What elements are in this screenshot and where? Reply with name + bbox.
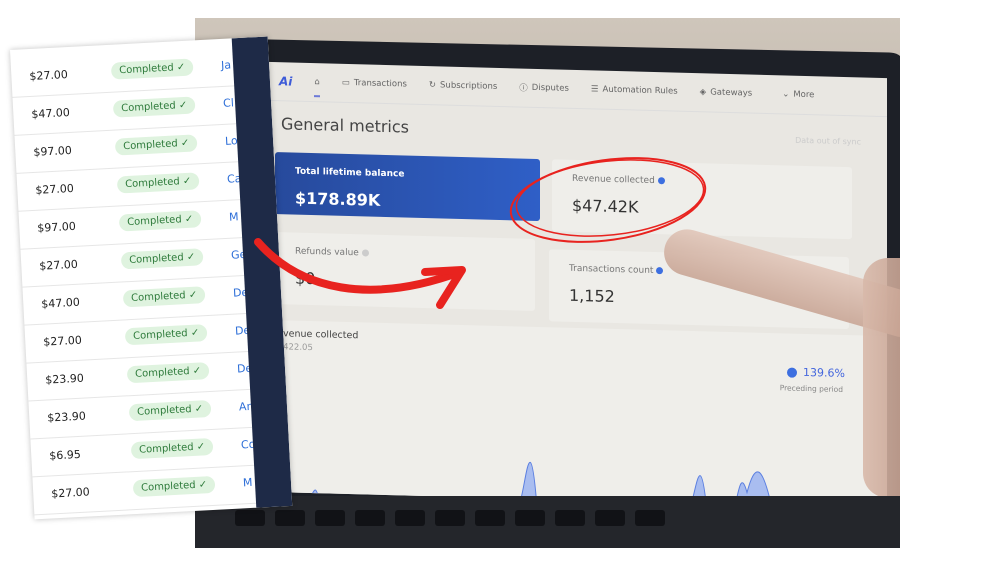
highlight-circle xyxy=(515,159,705,237)
hand xyxy=(863,258,900,498)
keyboard xyxy=(195,496,900,548)
red-arrow-head xyxy=(421,266,466,309)
red-arrow xyxy=(254,238,464,294)
highlight-circle xyxy=(509,157,707,243)
